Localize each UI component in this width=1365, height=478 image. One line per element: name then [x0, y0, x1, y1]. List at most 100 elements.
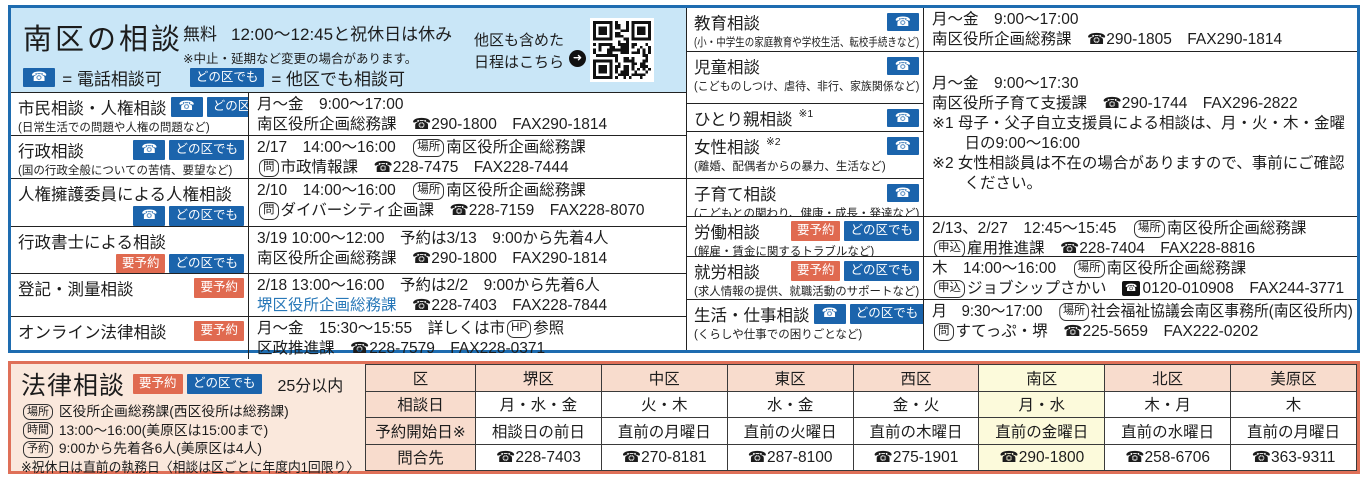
detail-line: 2/18 13:00～16:00 予約は2/2 9:00から先着6人: [257, 276, 682, 296]
text-segment: 区政推進課 ☎228-7579 FAX228-0371: [257, 340, 546, 358]
consultation-title: オンライン法律相談: [18, 324, 167, 343]
anyward-badge: どの区でも: [844, 261, 919, 281]
cell-text: 月・水・金: [499, 397, 578, 415]
boxed-label: 問: [259, 202, 279, 220]
phone-badge: ☎: [813, 304, 846, 324]
ward-header-cell: 中区: [600, 364, 728, 392]
consultation-title: 教育相談: [694, 15, 760, 33]
table-value-cell: 直前の火曜日: [726, 417, 854, 445]
table-value-cell: ☎270-8181: [600, 443, 728, 471]
text-segment: 南区役所企画総務課: [446, 182, 586, 199]
consultation-note: (こどものしつけ、虐待、非行、家族関係など): [694, 81, 920, 93]
consultation-title-line: ひとり親相談 ※1 ☎: [694, 106, 919, 130]
text-segment: 南区役所企画総務課 ☎290-1800 FAX290-1814: [257, 116, 608, 133]
text-segment: 月～金 9:00～17:30: [932, 75, 1079, 92]
text-segment: 南区役所企画総務課 ☎290-1805 FAX290-1814: [932, 31, 1283, 48]
anyward-badge: どの区でも: [186, 374, 262, 394]
reserve-badge: 要予約: [790, 221, 841, 241]
consultation-detail-cell: 月～金 9:00～17:00 南区役所企画総務課 ☎290-1800 FAX290…: [249, 93, 686, 135]
text-segment: ☎228-7403 FAX228-7844: [396, 297, 608, 315]
consultation-detail-cell: 2/17 14:00～16:00 場所 南区役所企画総務課問市政情報課 ☎228-…: [249, 136, 686, 178]
consultation-note: (国の行政全般についての苦情、要望など): [18, 165, 233, 177]
consultation-label-cell: 女性相談 ※2 ☎ (離婚、配偶者からの暴力、生活など): [687, 132, 924, 179]
anyward-legend-text: = 他区でも相談可: [271, 70, 406, 89]
badge-group: ☎どの区でも: [18, 206, 244, 226]
consultation-title-line: 子育て相談 ☎: [694, 181, 919, 205]
badge-group: 要予約 どの区でも: [18, 253, 244, 274]
text-segment: 区役所企画総務課(西区役所は総務課): [55, 404, 289, 419]
ward-header-cell: 美原区: [1230, 364, 1357, 392]
boxed-label: 場所: [23, 403, 53, 421]
table-row: 相談日 月・水・金 火・木 水・金 金・火 月・水 木・月 木: [365, 390, 1357, 418]
cell-text: 直前の月曜日: [1247, 423, 1341, 441]
cell-text: 直前の火曜日: [743, 423, 837, 441]
table-value-cell: 金・火: [852, 390, 980, 418]
badge-group: ☎どの区でも: [813, 304, 923, 324]
boxed-label: 問: [934, 323, 954, 341]
table-row: 問合先 ☎228-7403 ☎270-8181 ☎287-8100 ☎275-1901 ☎…: [365, 443, 1357, 471]
header-text: 北区: [1152, 370, 1184, 388]
text-segment: ジョブシップさかい: [967, 280, 1123, 297]
minami-ward-consultation-panel: 南区の相談 無料 12:00～12:45と祝休日は休み ※中止・延期など変更の場合…: [8, 5, 1360, 360]
reserve-badge: 要予約: [194, 321, 244, 342]
detail-line: ※1 母子・父子自立支援員による相談は、月・火・木・金曜日の9:00～16:00: [932, 114, 1353, 154]
detail-line: 問市政情報課 ☎228-7475 FAX228-7444: [257, 158, 682, 178]
text-segment: 参照: [533, 320, 565, 338]
badge-group: ☎: [886, 56, 919, 76]
badge-group: ☎どの区でも: [133, 140, 244, 160]
cell-text: ☎275-1901: [873, 448, 959, 466]
cell-text: 直前の木曜日: [869, 423, 963, 441]
consultation-title-line: 教育相談 ☎: [694, 10, 919, 34]
text-segment: 月～金 9:00～17:00: [932, 11, 1079, 28]
detail-line: 申込 ジョブシップさかい ☎ 0120-010908 FAX244-3771: [932, 279, 1353, 299]
boxed-label: 申込: [934, 240, 965, 256]
header-text: 東区: [774, 370, 806, 388]
consultation-label-cell: オンライン法律相談 要予約: [11, 317, 249, 360]
consultation-title-line: 女性相談 ※2 ☎: [694, 134, 919, 158]
linked-office-name: 堺区役所企画総務課: [257, 297, 397, 315]
text-segment: ※1 母子・父子自立支援員による相談は、月・火・木・金曜日の9:00～16:00: [932, 115, 1345, 152]
consultation-title-line: 生活・仕事相談 ☎ どの区でも: [694, 302, 923, 326]
anyward-badge: どの区でも: [189, 67, 265, 88]
detail-line: 南区役所企画総務課 ☎290-1800 FAX290-1814: [257, 249, 682, 269]
ward-header-cell: 南区: [978, 364, 1106, 392]
consultation-detail-cell: 月～金 9:00～17:00 南区役所企画総務課 ☎290-1805 FAX290…: [924, 8, 1357, 52]
phone-badge: ☎: [886, 183, 919, 203]
qr-code: [590, 18, 654, 82]
table-value-cell: 水・金: [726, 390, 854, 418]
phone-badge: ☎: [886, 136, 919, 156]
detail-line: 堺区役所企画総務課 ☎228-7403 FAX228-7844: [257, 296, 682, 316]
ward-header-cell: 西区: [852, 364, 980, 392]
table-value-cell: 直前の木曜日: [852, 417, 980, 445]
text-segment: すてっぷ・堺 ☎225-5659 FAX222-0202: [955, 323, 1259, 340]
cell-text: 水・金: [766, 397, 814, 415]
consultation-detail-cell: 月～金 9:00～17:30 南区役所子育て支援課 ☎290-1744 FAX29…: [924, 52, 1357, 217]
header-text: 美原区: [1270, 370, 1317, 388]
row-label-text: 問合先: [397, 450, 444, 468]
table-value-cell: ☎228-7403: [475, 443, 602, 471]
detail-line: 月～金 15:30～15:55 詳しくは市 HP 参照: [257, 319, 682, 339]
detail-line: 2/10 14:00～16:00 場所 南区役所企画総務課: [257, 181, 682, 201]
right-consultation-grid: 教育相談 ☎ (小・中学生の家庭教育や学校生活、転校手続きなど) 児童相談 ☎ (こどもの…: [687, 8, 1357, 350]
free-label: 無料: [183, 25, 217, 44]
page-title: 南区の相談: [23, 24, 184, 56]
consultation-detail-cell: 木 14:00～16:00 場所 南区役所企画総務課 申込 ジョブシップさかい ☎ 01…: [924, 257, 1357, 300]
consultation-title-line: 行政相談 ☎ どの区でも: [18, 138, 244, 162]
consultation-label-cell: 登記・測量相談 要予約: [11, 274, 249, 317]
text-segment: 市政情報課 ☎228-7475 FAX228-7444: [280, 159, 569, 176]
consultation-label-cell: 市民相談・人権相談☎どの区でも (日常生活での問題や人権の問題など): [11, 93, 249, 135]
boxed-label: 場所: [1133, 220, 1165, 238]
consultation-title-line: 労働相談 要予約 どの区でも: [694, 219, 919, 243]
consultation-title: 行政書士による相談: [18, 233, 167, 252]
text-segment: 南区役所企画総務課: [1166, 220, 1307, 237]
row-label-cell: 問合先: [365, 443, 476, 471]
table-value-cell: 木・月: [1104, 390, 1232, 418]
cell-text: 直前の月曜日: [617, 423, 711, 441]
consultation-title: 市民相談・人権相談: [18, 100, 167, 118]
consultation-label-cell: ひとり親相談 ※1 ☎: [687, 104, 924, 132]
panel-left-half: 南区の相談 無料 12:00～12:45と祝休日は休み ※中止・延期など変更の場合…: [11, 8, 687, 360]
arrow-icon: ➜: [569, 50, 586, 67]
detail-line: 申込 雇用推進課 ☎228-7404 FAX228-8816: [932, 239, 1353, 256]
detail-line: 月 9:30～17:00 場所 社会福祉協議会南区事務所(南区役所内): [932, 302, 1353, 322]
cell-text: 木: [1285, 397, 1302, 415]
